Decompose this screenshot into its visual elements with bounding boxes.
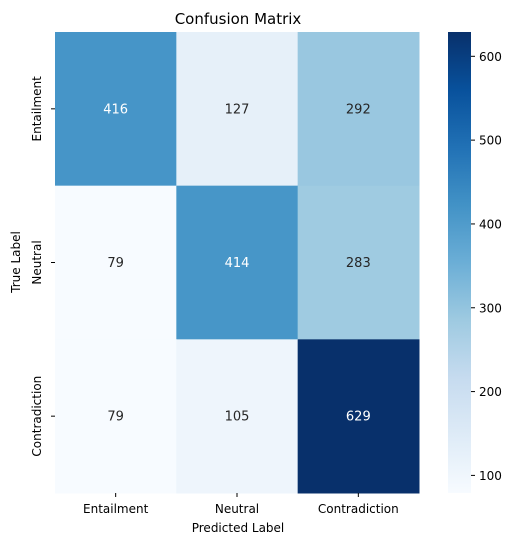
y-axis-ticks: Entailment Neutral Contradiction (30, 76, 55, 457)
x-tick-label: Neutral (215, 502, 259, 516)
y-tick-label: Entailment (30, 76, 44, 142)
colorbar-tick-label: 200 (479, 385, 502, 399)
y-tick-label: Contradiction (30, 376, 44, 457)
heatmap-cell (176, 339, 299, 494)
cell-value-label: 283 (346, 256, 371, 271)
x-axis-ticks: Entailment Neutral Contradiction (83, 493, 399, 516)
heatmap-cell (297, 32, 420, 187)
colorbar-tick-label: 100 (479, 469, 502, 483)
cell-value-label: 127 (225, 102, 250, 117)
heatmap-cell (297, 185, 420, 340)
colorbar: 100 200 300 400 500 600 (448, 32, 502, 493)
heatmap-cell (297, 339, 420, 494)
heatmap-grid: 416 127 292 79 414 283 79 105 629 (55, 32, 420, 494)
colorbar-tick-label: 400 (479, 217, 502, 231)
cell-value-label: 79 (107, 410, 124, 425)
heatmap-cell (55, 32, 177, 187)
y-tick-label: Neutral (30, 240, 44, 284)
heatmap-cell (176, 32, 299, 187)
x-axis-label: Predicted Label (192, 521, 285, 535)
colorbar-tick-label: 600 (479, 50, 502, 64)
colorbar-tick-label: 500 (479, 134, 502, 148)
cell-value-label: 414 (225, 256, 250, 271)
cell-value-label: 629 (346, 410, 371, 425)
colorbar-tick-label: 300 (479, 301, 502, 315)
x-tick-label: Entailment (83, 502, 149, 516)
cell-value-label: 79 (107, 256, 124, 271)
cell-value-label: 105 (225, 410, 250, 425)
cell-value-label: 292 (346, 102, 371, 117)
cell-value-label: 416 (103, 102, 128, 117)
chart-title: Confusion Matrix (175, 10, 302, 28)
heatmap-cell (55, 185, 177, 340)
colorbar-gradient (448, 32, 471, 493)
heatmap-cell (176, 185, 299, 340)
heatmap-cell (55, 339, 177, 494)
y-axis-label: True Label (9, 231, 23, 294)
x-tick-label: Contradiction (318, 502, 399, 516)
